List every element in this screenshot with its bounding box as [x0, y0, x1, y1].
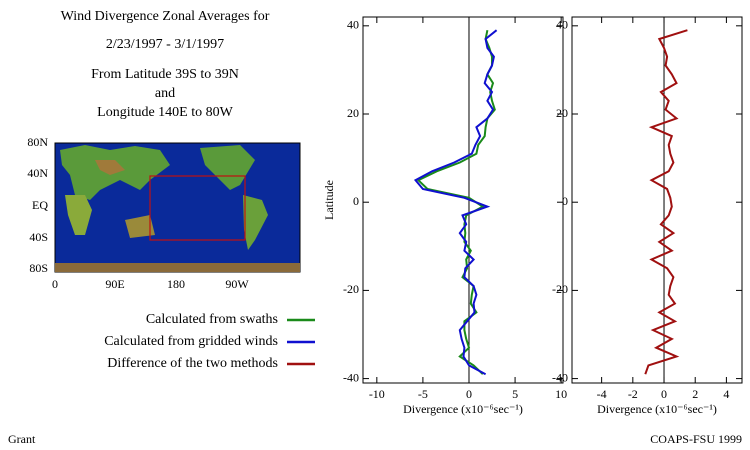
y-tick-label: -40	[343, 370, 359, 384]
map-x-label: 0	[52, 277, 58, 291]
x-tick-label: 5	[512, 387, 518, 401]
map-y-label: 40S	[29, 230, 48, 244]
mountains	[95, 160, 125, 175]
map-y-label: 80N	[27, 135, 48, 149]
y-tick-label: -40	[552, 370, 568, 384]
map-x-label: 90W	[225, 277, 249, 291]
y-axis-label: Latitude	[322, 180, 336, 220]
map: 80N 40N EQ 40S 80S 0 90E 180 90W	[27, 135, 301, 291]
header: Wind Divergence Zonal Averages for 2/23/…	[61, 9, 270, 120]
y-tick-label: -20	[343, 282, 359, 296]
map-y-label: 80S	[29, 261, 48, 275]
series-line	[416, 29, 496, 375]
series-line	[413, 29, 498, 376]
y-tick-label: 40	[347, 18, 359, 32]
subtitle: and	[155, 86, 175, 101]
x-tick-label: 0	[661, 387, 667, 401]
south-america	[243, 195, 268, 250]
map-x-label: 90E	[105, 277, 124, 291]
region-box	[149, 175, 246, 241]
north-america	[200, 145, 255, 190]
y-tick-label: 20	[347, 106, 359, 120]
subtitle: From Latitude 39S to 39N	[91, 67, 239, 82]
title: Wind Divergence Zonal Averages for	[61, 9, 270, 24]
subtitle: Longitude 140E to 80W	[97, 105, 233, 120]
x-tick-label: -2	[628, 387, 638, 401]
x-tick-label: 10	[555, 387, 567, 401]
x-tick-label: -4	[597, 387, 607, 401]
x-tick-label: -10	[369, 387, 385, 401]
y-tick-label: -20	[552, 282, 568, 296]
series-line	[644, 29, 688, 375]
map-x-label: 180	[167, 277, 185, 291]
x-axis-label: Divergence (x10⁻⁶sec⁻¹)	[597, 402, 717, 416]
x-tick-label: 0	[466, 387, 472, 401]
x-tick-label: 2	[692, 387, 698, 401]
y-tick-label: 40	[556, 18, 568, 32]
map-y-label: EQ	[32, 198, 48, 212]
y-tick-label: 0	[353, 194, 359, 208]
y-tick-label: 0	[562, 194, 568, 208]
plot-frame	[571, 16, 743, 384]
plot-frame	[362, 16, 564, 384]
y-tick-label: 20	[556, 106, 568, 120]
antarctica	[55, 263, 300, 272]
date-range: 2/23/1997 - 3/1/1997	[106, 37, 224, 52]
africa	[65, 195, 92, 235]
x-tick-label: -5	[418, 387, 428, 401]
footer-right: COAPS-FSU 1999	[650, 432, 742, 446]
footer-left: Grant	[8, 432, 36, 446]
legend-label: Calculated from gridded winds	[104, 334, 278, 349]
legend-label: Calculated from swaths	[146, 312, 278, 327]
legend-label: Difference of the two methods	[107, 356, 278, 371]
x-tick-label: 4	[723, 387, 729, 401]
australia	[125, 215, 155, 238]
x-axis-label: Divergence (x10⁻⁶sec⁻¹)	[403, 402, 523, 416]
map-y-label: 40N	[27, 166, 48, 180]
